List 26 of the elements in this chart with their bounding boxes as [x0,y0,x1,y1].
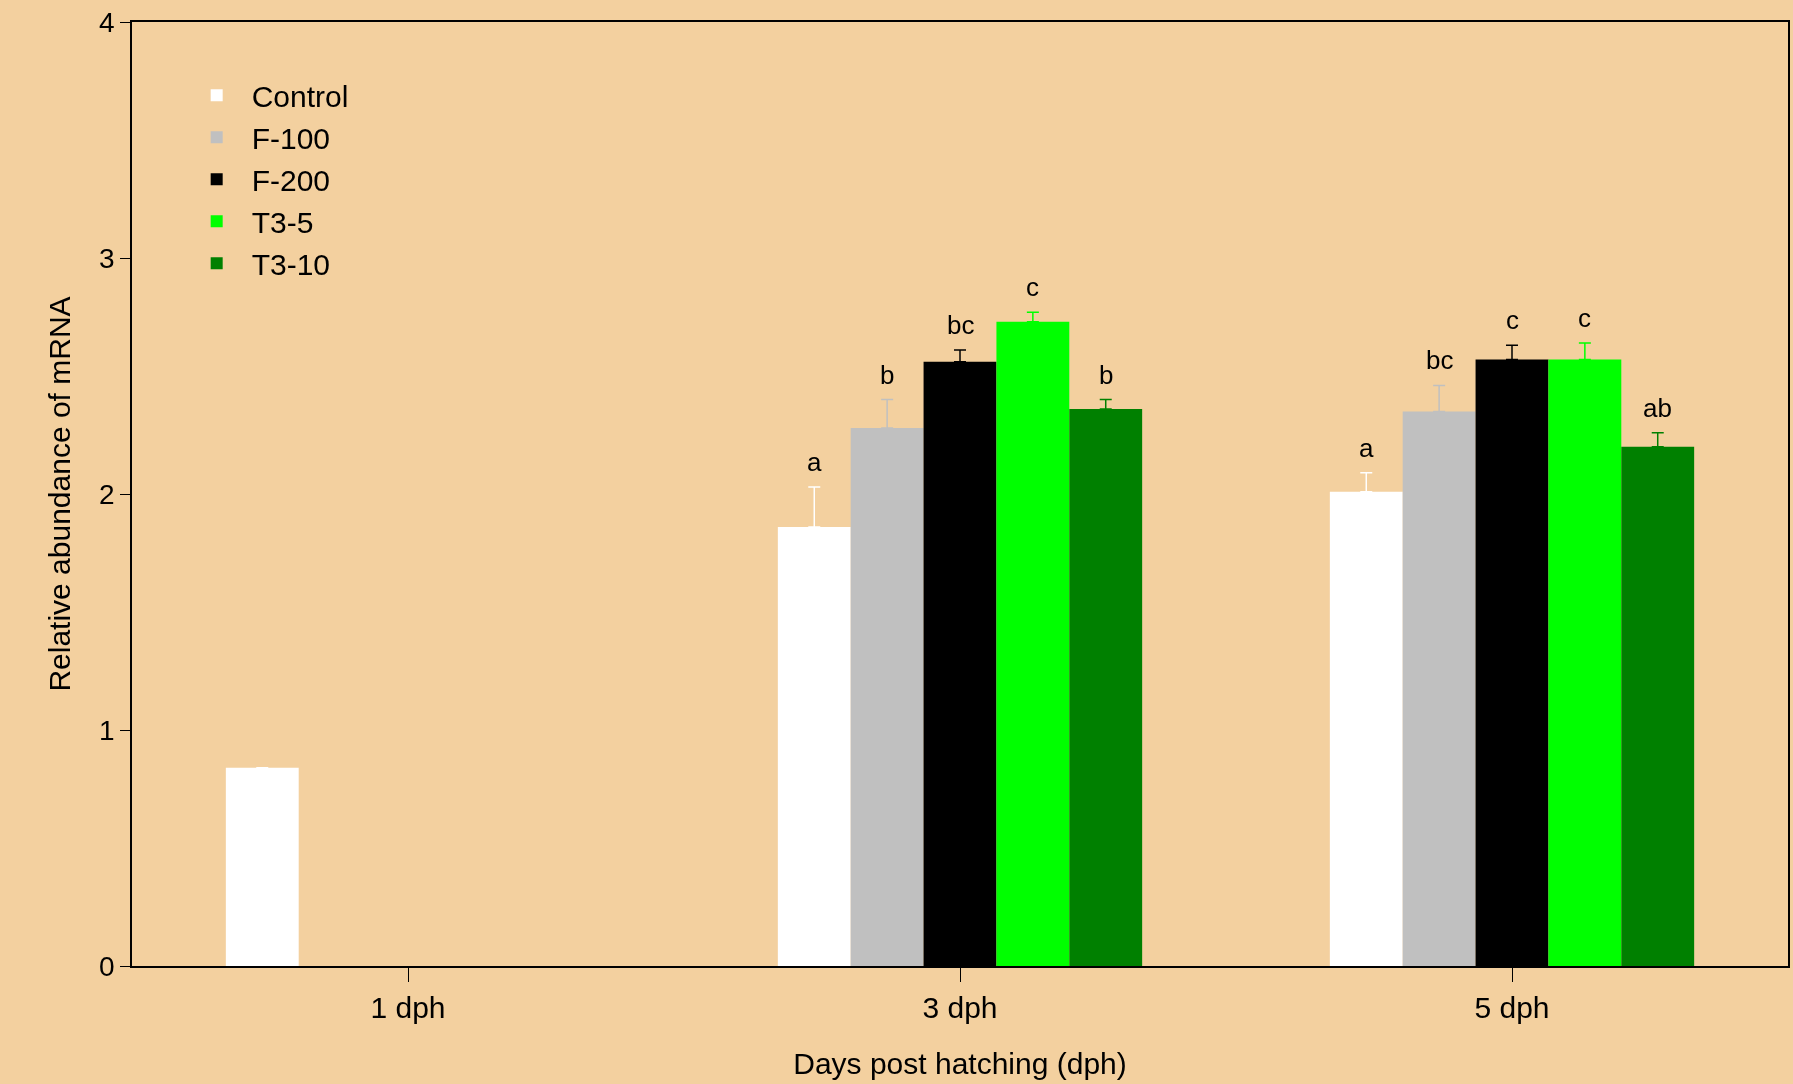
x-tick-label: 1 dph [370,990,446,1024]
data-label: c [1506,305,1519,335]
data-label: c [1578,303,1591,333]
data-label: b [880,360,895,390]
data-label: bc [1426,345,1454,375]
legend-label: T3-10 [251,247,331,281]
y-tick-label: 3 [99,242,115,274]
bar [225,767,299,966]
data-label: bc [947,310,975,340]
x-tick-label: 3 dph [922,990,998,1024]
legend-label: F-200 [251,163,331,197]
y-tick-label: 0 [99,950,115,982]
data-label: c [1026,272,1039,302]
data-label: b [1099,360,1114,390]
legend-label: T3-5 [251,205,314,239]
data-label: ab [1643,393,1672,423]
legend-label: Control [251,79,349,113]
legend-label: F-100 [251,121,331,155]
y-tick-label: 2 [99,478,115,510]
y-axis-title: Relative abundance of mRNA [42,296,76,692]
x-axis-title: Days post hatching (dph) [793,1046,1127,1080]
y-tick-label: 1 [99,714,115,746]
data-label: a [807,447,822,477]
data-label: a [1359,433,1374,463]
x-tick-label: 5 dph [1474,990,1550,1024]
y-tick-label: 4 [99,6,115,38]
